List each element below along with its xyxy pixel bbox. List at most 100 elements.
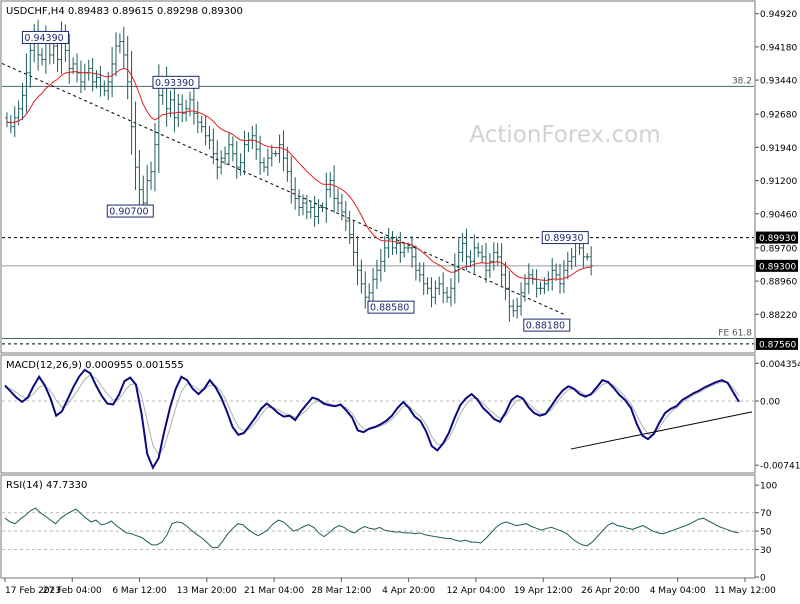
time-tick-label-9: 26 Apr 20:00 — [581, 586, 640, 596]
axis-layer: 0.94920 0.94180 0.93440 0.92680 0.91940 0.912… — [4, 10, 800, 596]
candle-52 — [207, 125, 212, 150]
candle-45 — [180, 94, 185, 123]
candle-107 — [421, 262, 426, 296]
candle-117 — [460, 232, 465, 262]
candle-132 — [519, 282, 523, 316]
candle-134 — [527, 263, 531, 295]
candle-68 — [269, 144, 274, 167]
candle-80 — [316, 199, 321, 225]
candle-87 — [343, 200, 348, 231]
candle-135 — [530, 268, 535, 285]
candle-24 — [98, 65, 103, 97]
macd-panel-title: MACD(12,26,9) 0.000955 0.001555 — [6, 360, 184, 371]
candle-139 — [546, 271, 551, 292]
candle-86 — [340, 193, 344, 221]
candle-109 — [429, 277, 434, 308]
price-panel-frame — [0, 0, 756, 354]
candle-131 — [515, 297, 519, 319]
candle-72 — [285, 146, 290, 182]
annotation-box-3 — [367, 300, 415, 314]
candle-78 — [308, 200, 313, 219]
candle-50 — [199, 115, 204, 133]
candle-34 — [137, 150, 142, 206]
candle-106 — [417, 262, 422, 283]
time-tick-label-10: 4 May 04:00 — [650, 586, 706, 596]
fib-level-label-0: 38.2 — [732, 76, 752, 86]
time-tick-label-4: 21 Mar 04:00 — [244, 586, 304, 596]
level-tag-label-1: 0.89300 — [759, 262, 796, 272]
candle-104 — [410, 236, 414, 268]
candle-99 — [390, 231, 395, 256]
candle-137 — [538, 281, 543, 295]
candle-121 — [476, 242, 481, 258]
price-tick-label-6: 0.90460 — [760, 210, 797, 220]
candle-130 — [511, 299, 516, 317]
candle-71 — [281, 130, 286, 172]
price-tick-label-3: 0.92680 — [760, 111, 797, 121]
candle-53 — [211, 128, 216, 165]
candle-115 — [453, 253, 457, 304]
annotation-label-4: 0.89930 — [544, 233, 583, 244]
rsi-line — [4, 507, 740, 549]
time-tick-label-5: 28 Mar 12:00 — [311, 586, 371, 596]
candle-97 — [382, 236, 387, 272]
annotation-box-4 — [541, 231, 589, 245]
candle-77 — [305, 195, 309, 220]
rsi-tick-label-3: 30 — [760, 546, 772, 556]
candle-65 — [258, 135, 262, 175]
candle-103 — [406, 242, 410, 253]
candle-144 — [565, 251, 570, 280]
candle-94 — [371, 268, 375, 303]
price-tick-label-8: 0.88960 — [760, 278, 797, 288]
macd-panel-frame — [0, 354, 756, 474]
fib-level-label-1: FE 61.8 — [718, 329, 752, 339]
candle-92 — [363, 271, 368, 309]
watermark: ActionForex.com — [469, 122, 660, 148]
candle-9 — [40, 48, 44, 66]
candle-120 — [472, 234, 477, 274]
candle-127 — [499, 243, 504, 288]
candle-31 — [125, 35, 130, 100]
macd-tick-label-0: 0.004354 — [760, 360, 800, 370]
candle-102 — [402, 242, 407, 258]
candle-128 — [503, 261, 508, 301]
candle-47 — [188, 91, 192, 117]
candle-51 — [203, 116, 208, 146]
candle-57 — [227, 133, 231, 165]
candle-91 — [359, 259, 364, 294]
candle-85 — [336, 188, 340, 212]
candle-38 — [153, 122, 157, 192]
time-tick-label-1: 27 Feb 04:00 — [43, 586, 102, 596]
price-annotation-1: 0.93390 — [152, 75, 200, 89]
candle-76 — [301, 194, 305, 216]
annotation-label-2: 0.90700 — [109, 207, 148, 218]
time-tick-label-11: 11 May 12:00 — [714, 586, 776, 596]
time-tick-label-3: 13 Mar 20:00 — [177, 586, 237, 596]
macd-main-line — [4, 368, 740, 470]
candle-59 — [234, 141, 239, 179]
annotation-box-1 — [152, 75, 200, 89]
macd-tick-label-2: -0.007417 — [760, 462, 800, 472]
candle-70 — [277, 134, 282, 163]
candle-125 — [491, 242, 496, 271]
candle-75 — [297, 189, 301, 216]
candle-96 — [379, 249, 383, 282]
candle-124 — [488, 253, 492, 278]
candle-61 — [242, 130, 247, 176]
candle-89 — [351, 219, 356, 266]
candle-49 — [195, 101, 200, 134]
candle-119 — [468, 250, 473, 268]
rsi-tick-label-1: 70 — [760, 509, 772, 519]
candle-141 — [554, 263, 558, 281]
price-panel-title: USDCHF,H4 0.89483 0.89615 0.89298 0.8930… — [6, 6, 243, 17]
candle-28 — [114, 32, 118, 77]
time-tick-label-2: 6 Mar 12:00 — [112, 586, 167, 596]
time-tick-label-7: 12 Apr 04:00 — [447, 586, 506, 596]
annotation-box-2 — [106, 204, 154, 218]
candle-149 — [585, 253, 590, 261]
annotation-box-5 — [523, 318, 571, 332]
candle-55 — [219, 150, 223, 175]
candle-81 — [320, 202, 325, 213]
candle-95 — [375, 259, 379, 289]
